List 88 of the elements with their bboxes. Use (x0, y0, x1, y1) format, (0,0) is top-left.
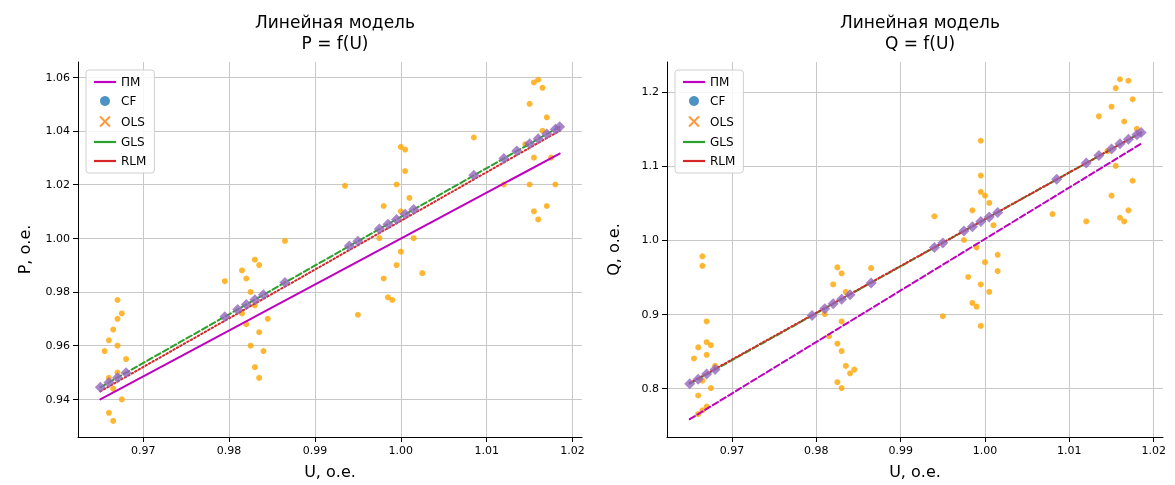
point (836, 293, 848, 305)
legend-label: ПМ (710, 75, 730, 89)
point (983, 211, 995, 223)
x-tick-label: 1.00 (972, 444, 998, 457)
point (806, 310, 818, 322)
point (352, 235, 364, 247)
y-tick-label: 1.2 (641, 85, 659, 99)
point (554, 121, 566, 133)
x-tick-label: 0.99 (888, 444, 913, 457)
point (1080, 157, 1092, 169)
x-tick-label: 0.98 (804, 444, 829, 457)
y-tick-label: 0.9 (641, 307, 659, 321)
y-tick-label: 0.96 (45, 339, 70, 353)
point (827, 298, 839, 310)
x-tick-label: 1.02 (1141, 444, 1166, 457)
chart-title: Линейная модель Q = f(U) (840, 11, 1000, 53)
point (844, 289, 856, 301)
y-tick-label: 0.94 (45, 392, 70, 406)
point (511, 145, 523, 157)
y-tick-label: 1.1 (641, 159, 659, 173)
point (1093, 150, 1105, 162)
point (966, 221, 978, 233)
point (112, 372, 123, 384)
x-tick-label: 0.98 (216, 444, 242, 457)
y-axis-title: Q, о.е. (603, 223, 623, 276)
legend-label: RLM (121, 154, 147, 168)
x-tick-label: 1.01 (1057, 444, 1082, 457)
point (709, 364, 721, 376)
point (692, 373, 704, 385)
point (1051, 173, 1063, 185)
point (219, 311, 231, 323)
point (524, 138, 536, 150)
chart-title: Линейная модель P = f(U) (255, 11, 415, 53)
legend-label: ПМ (121, 75, 141, 89)
point (701, 368, 713, 380)
point (94, 381, 106, 393)
x-axis-title: U, о.е. (889, 461, 941, 481)
point (468, 169, 480, 181)
y-tick-label: 1.0 (641, 233, 659, 247)
point (279, 277, 291, 289)
point (391, 213, 403, 225)
point (240, 299, 252, 311)
x-axis-title: U, о.е. (304, 461, 356, 481)
x-tick-label: 1.00 (388, 444, 414, 457)
point (819, 303, 831, 315)
point (257, 289, 269, 301)
point (958, 225, 970, 237)
point (684, 378, 696, 390)
point (865, 277, 877, 289)
point (532, 133, 544, 145)
point (408, 203, 420, 215)
point (975, 215, 987, 227)
legend-label: GLS (710, 135, 734, 149)
point (498, 152, 510, 164)
legend-label: OLS (121, 114, 145, 129)
y-tick-label: 1.00 (45, 231, 70, 245)
point (103, 376, 115, 388)
x-tick-label: 0.97 (131, 444, 156, 457)
point (343, 240, 355, 252)
x-tick-label: 0.97 (719, 444, 745, 457)
y-tick-label: 0.8 (641, 381, 659, 395)
point (249, 294, 261, 306)
point (373, 223, 385, 235)
y-tick-label: 0.98 (45, 285, 70, 299)
point (1106, 143, 1118, 155)
point (1114, 138, 1126, 150)
legend-label: GLS (121, 135, 145, 149)
x-tick-label: 1.02 (560, 444, 585, 457)
point (232, 303, 244, 315)
legend-label: OLS (710, 114, 734, 129)
point (382, 218, 394, 230)
y-axis-title: P, о.е. (14, 224, 34, 275)
legend-label: RLM (710, 154, 736, 168)
point (928, 241, 940, 253)
point (120, 367, 132, 379)
point (399, 208, 411, 220)
point (937, 237, 949, 249)
y-tick-label: 1.02 (45, 177, 70, 191)
point (1135, 127, 1147, 139)
legend-label: CF (121, 94, 137, 108)
x-tick-label: 0.99 (302, 444, 328, 457)
y-tick-label: 1.06 (45, 70, 70, 84)
point (992, 207, 1004, 219)
x-tick-label: 1.01 (474, 444, 499, 457)
legend-label: CF (710, 94, 726, 108)
point (541, 128, 553, 140)
y-tick-label: 1.04 (45, 124, 70, 138)
point (1122, 133, 1134, 145)
